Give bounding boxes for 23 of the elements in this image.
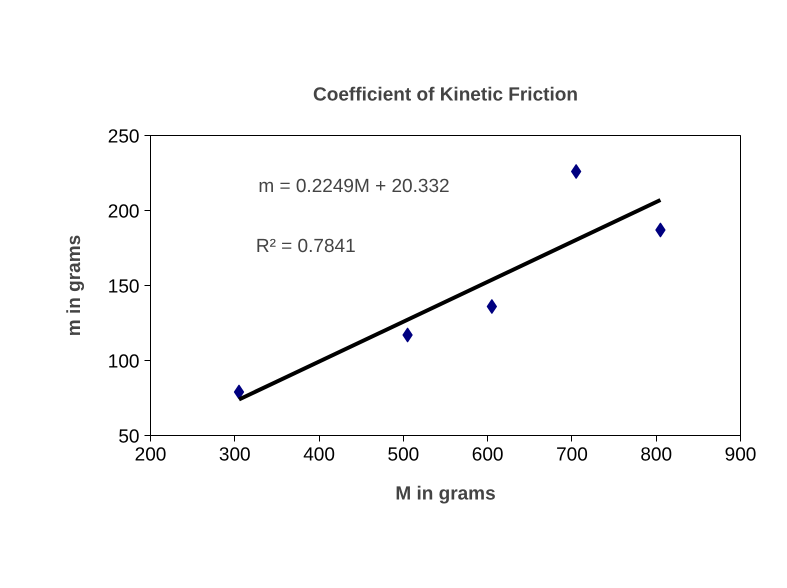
chart-title: Coefficient of Kinetic Friction	[313, 84, 578, 106]
annotation: R² = 0.7841	[256, 236, 356, 257]
x-tick-label: 800	[640, 444, 672, 466]
x-tick-label: 600	[472, 444, 504, 466]
x-axis-title: M in grams	[395, 484, 496, 504]
y-tick-label: 100	[108, 352, 140, 372]
x-tick-label: 500	[388, 444, 420, 466]
annotation: m = 0.2249M + 20.332	[258, 176, 450, 197]
y-tick-label: 200	[108, 202, 140, 222]
point	[655, 222, 666, 238]
y-tick-label: 150	[108, 276, 140, 298]
point	[570, 164, 582, 179]
y-axis-title: m in grams	[64, 234, 85, 336]
y-tick-label: 50	[118, 426, 140, 448]
x-tick-label: 700	[556, 444, 588, 466]
point	[486, 299, 498, 314]
x-tick-label: 900	[724, 444, 756, 466]
point	[402, 328, 413, 342]
y-tick-label: 250	[108, 126, 140, 148]
x-tick-label: 300	[218, 444, 251, 466]
x-tick-label: 400	[303, 444, 335, 466]
x-tick-label: 200	[134, 444, 166, 466]
point	[234, 384, 244, 400]
